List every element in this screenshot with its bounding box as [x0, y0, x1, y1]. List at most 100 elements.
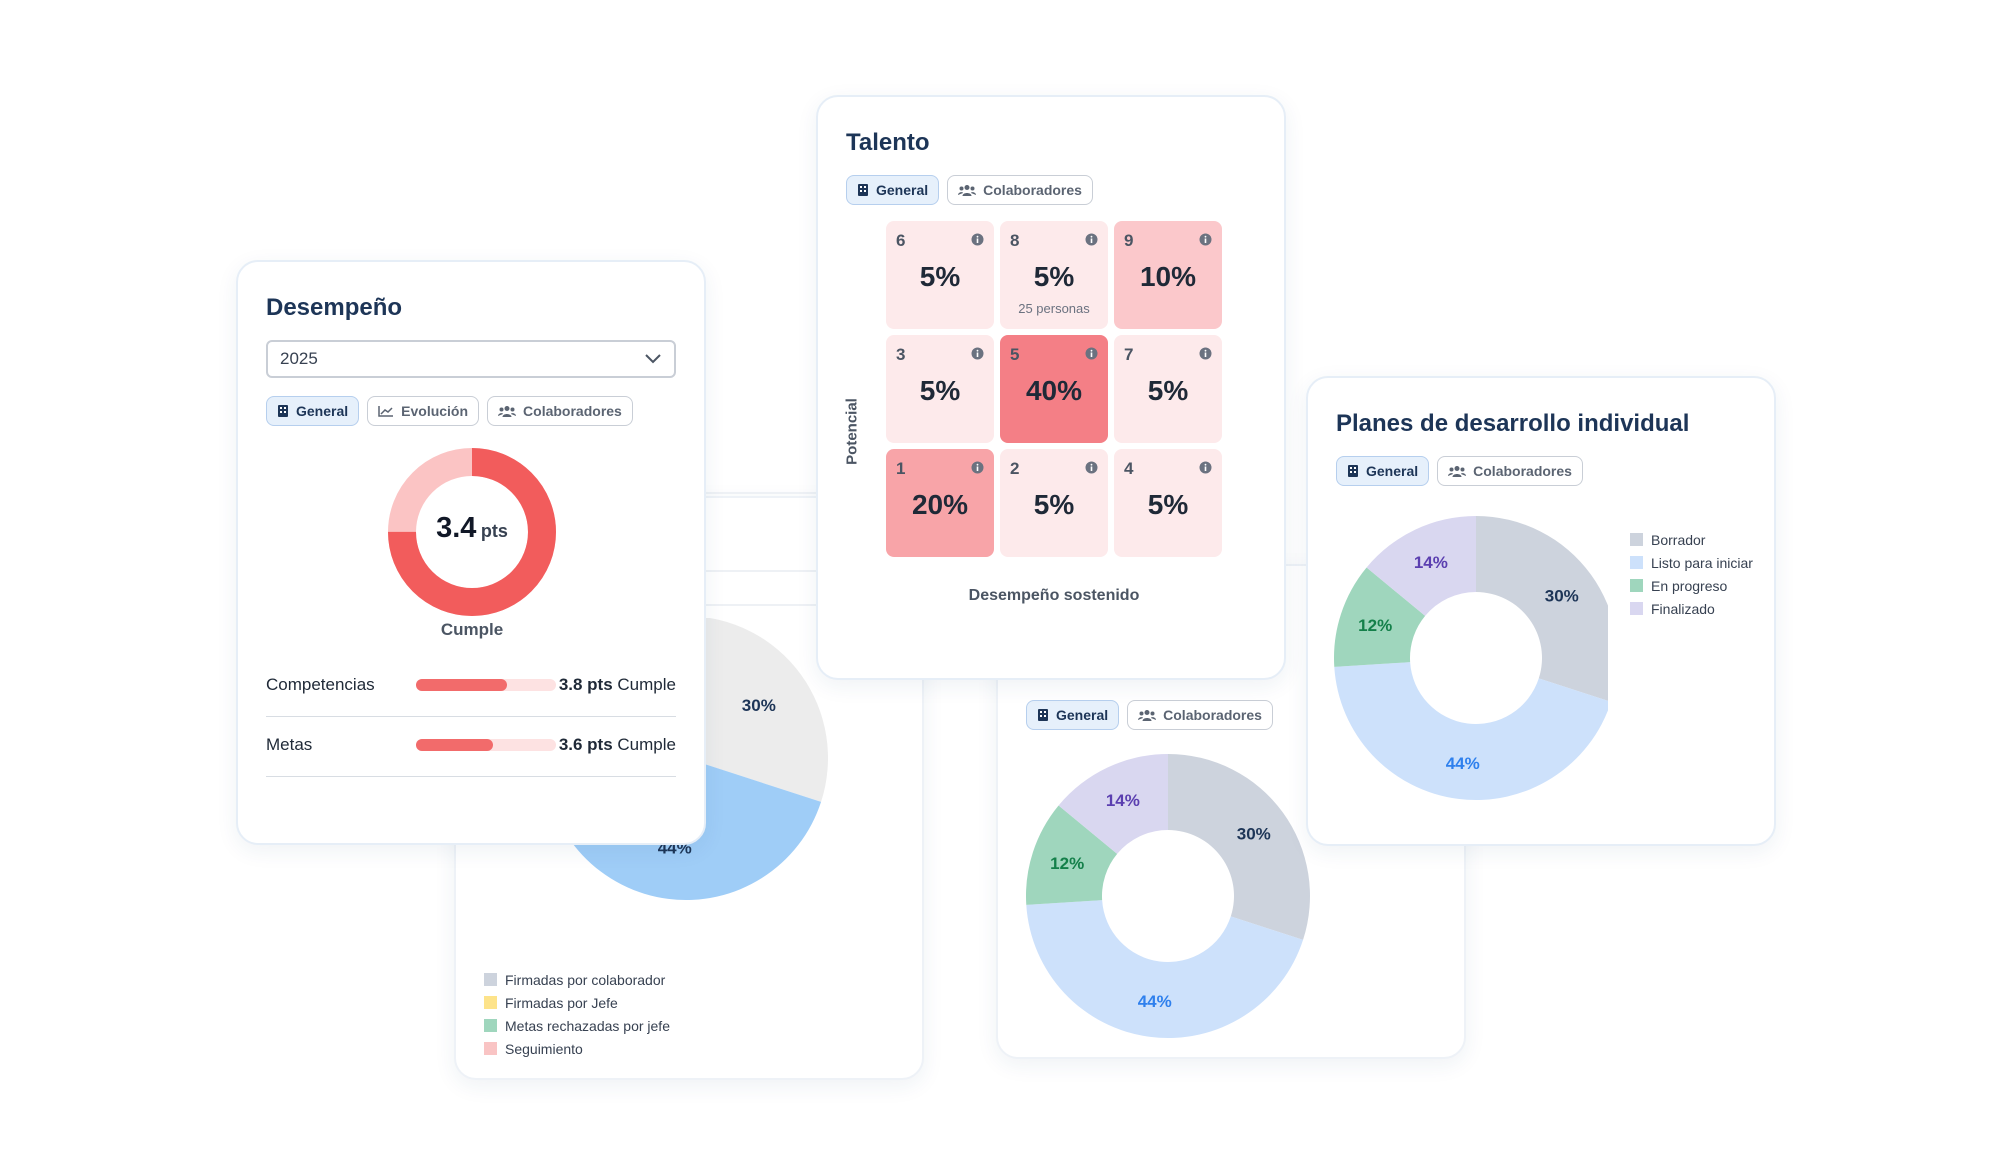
desempeno-sostenido-axis-label: Desempeño sostenido: [968, 587, 1140, 604]
legend-swatch: [1630, 556, 1643, 569]
legend-swatch: [484, 1019, 497, 1032]
middle-tabs: General Colaboradores: [1026, 700, 1273, 730]
cell-people-count: 25 personas: [1018, 301, 1090, 316]
info-icon[interactable]: [1199, 461, 1212, 479]
tab-label: General: [876, 182, 929, 198]
metric-value: 3.6 pts Cumple: [559, 735, 676, 755]
planes-tabs: General Colaboradores: [1336, 456, 1583, 486]
middle-donut-chart: 30% 44% 12% 14%: [1026, 754, 1310, 1038]
cell-percentage: 10%: [1139, 261, 1197, 292]
info-icon[interactable]: [1085, 347, 1098, 365]
tab-label: General: [1366, 463, 1419, 479]
pie-data-label: 44%: [1138, 992, 1172, 1011]
tab-label: General: [1056, 707, 1109, 723]
pie-slice-listo-para-iniciar[interactable]: [1026, 900, 1304, 1038]
metric-row-competencias: Competencias 3.8 pts Cumple: [266, 657, 676, 717]
planes-title: Planes de desarrollo individual: [1336, 410, 1690, 437]
cell-percentage: 5%: [919, 375, 961, 406]
users-icon: [1448, 465, 1467, 477]
tab-evolución[interactable]: Evolución: [367, 396, 480, 426]
cell-number: 8: [1010, 231, 1020, 250]
info-icon[interactable]: [971, 233, 984, 251]
nine-box-cell-7[interactable]: 7 5%: [1114, 335, 1222, 443]
metric-row-metas: Metas 3.6 pts Cumple: [266, 717, 676, 777]
metric-bar-fill: [416, 739, 493, 751]
legend-item: Seguimiento: [484, 1037, 670, 1060]
metric-bar: [416, 739, 556, 751]
cell-percentage: 5%: [919, 261, 961, 292]
pie-data-label: 30%: [742, 696, 776, 715]
legend-item: Firmadas por colaborador: [484, 968, 670, 991]
tab-general[interactable]: General: [1336, 456, 1430, 486]
metric-value: 3.8 pts Cumple: [559, 675, 676, 695]
legend-item: Listo para iniciar: [1630, 551, 1753, 574]
pie-slice-firmadas-por-colaborador[interactable]: [686, 618, 828, 802]
cell-number: 4: [1124, 459, 1134, 478]
pie-data-label: 14%: [1106, 791, 1140, 810]
chevron-down-icon: [645, 354, 661, 364]
desempeno-title: Desempeño: [266, 294, 403, 321]
pie-slice-finalizado[interactable]: [1058, 754, 1168, 854]
pie-slice-finalizado[interactable]: [1366, 516, 1476, 616]
cell-number: 6: [896, 231, 906, 250]
info-icon[interactable]: [971, 461, 984, 479]
desempeno-tabs: General Evolución Colaboradores: [266, 396, 633, 426]
tab-colaboradores[interactable]: Colaboradores: [487, 396, 633, 426]
legend-swatch: [484, 973, 497, 986]
nine-box-cell-2[interactable]: 2 5%: [1000, 449, 1108, 557]
desempeno-card: Desempeño 2025 General Evolución Colaborad…: [236, 260, 706, 845]
legend-label: Metas rechazadas por jefe: [505, 1017, 670, 1034]
building-icon: [1037, 708, 1049, 722]
tab-general[interactable]: General: [266, 396, 360, 426]
pie-slice-en-progreso[interactable]: [1026, 805, 1118, 905]
pie-slice-en-progreso[interactable]: [1334, 567, 1426, 667]
score-center: 3.4 pts: [372, 512, 572, 545]
legend-label: Listo para iniciar: [1651, 554, 1753, 571]
users-icon: [498, 405, 517, 417]
pie-slice-borrador[interactable]: [1168, 754, 1310, 940]
info-icon[interactable]: [1199, 233, 1212, 251]
talento-tabs: General Colaboradores: [846, 175, 1093, 205]
legend-label: Seguimiento: [505, 1040, 583, 1057]
year-select[interactable]: 2025: [266, 340, 676, 378]
pie-slice-listo-para-iniciar[interactable]: [1334, 662, 1608, 800]
tab-label: General: [296, 403, 349, 419]
nine-box-cell-5[interactable]: 5 40%: [1000, 335, 1108, 443]
legend-swatch: [1630, 602, 1643, 615]
nine-box-cell-8[interactable]: 8 5% 25 personas: [1000, 221, 1108, 329]
building-icon: [857, 183, 869, 197]
score-unit: pts: [480, 521, 508, 541]
cell-number: 9: [1124, 231, 1134, 250]
legend-label: Borrador: [1651, 531, 1706, 548]
legend-item: En progreso: [1630, 574, 1753, 597]
pie-data-label: 12%: [1050, 854, 1084, 873]
pie-data-label: 30%: [1237, 825, 1271, 844]
pie-slice-borrador[interactable]: [1476, 516, 1608, 702]
planes-card: Planes de desarrollo individual General C…: [1306, 376, 1776, 846]
info-icon[interactable]: [1199, 347, 1212, 365]
nine-box-cell-3[interactable]: 3 5%: [886, 335, 994, 443]
pie-data-label: 14%: [1414, 553, 1448, 572]
tab-general[interactable]: General: [846, 175, 940, 205]
info-icon[interactable]: [971, 347, 984, 365]
tab-colaboradores[interactable]: Colaboradores: [947, 175, 1093, 205]
nine-box-cell-4[interactable]: 4 5%: [1114, 449, 1222, 557]
tab-colaboradores[interactable]: Colaboradores: [1127, 700, 1273, 730]
nine-box-cell-1[interactable]: 1 20%: [886, 449, 994, 557]
info-icon[interactable]: [1085, 461, 1098, 479]
cell-percentage: 5%: [1033, 489, 1075, 520]
metric-points: 3.8 pts: [558, 675, 613, 694]
score-ring-fill: [388, 448, 556, 616]
building-icon: [277, 404, 289, 418]
metric-status: Cumple: [617, 675, 676, 694]
metric-status: Cumple: [617, 735, 676, 754]
legend-swatch: [484, 1042, 497, 1055]
nine-box-cell-6[interactable]: 6 5%: [886, 221, 994, 329]
tab-colaboradores[interactable]: Colaboradores: [1437, 456, 1583, 486]
nine-box-cell-9[interactable]: 9 10%: [1114, 221, 1222, 329]
metric-label: Competencias: [266, 675, 375, 694]
legend-swatch: [1630, 579, 1643, 592]
tab-general[interactable]: General: [1026, 700, 1120, 730]
potencial-axis-label: Potencial: [843, 398, 861, 465]
info-icon[interactable]: [1085, 233, 1098, 251]
